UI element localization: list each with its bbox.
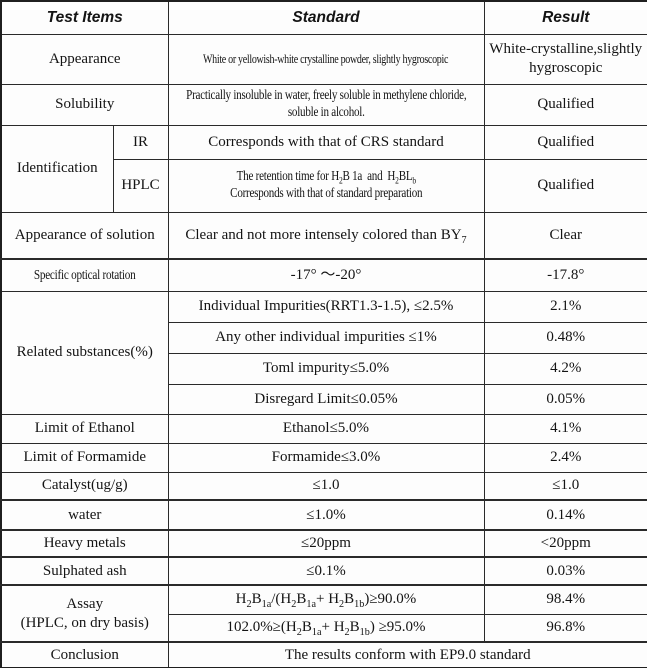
heavy-metals-standard: ≤20ppm bbox=[167, 529, 485, 558]
related-substances-4-standard: Disregard Limit≤0.05% bbox=[167, 383, 485, 415]
assay-2-result: 96.8% bbox=[483, 613, 647, 643]
appearance-of-solution-result: Clear bbox=[483, 211, 647, 260]
solubility-standard-text: Practically insoluble in water, freely s… bbox=[185, 87, 467, 120]
related-substances-2-result: 0.48% bbox=[483, 321, 647, 354]
water-standard: ≤1.0% bbox=[167, 499, 485, 531]
row-conclusion: Conclusion The results conform with EP9.… bbox=[0, 641, 647, 668]
solubility-item: Solubility bbox=[0, 83, 169, 126]
identification-hplc-standard-text: The retention time for H2B 1a and H2BLb C… bbox=[229, 168, 423, 201]
row-appearance: Appearance White or yellowish-white crys… bbox=[0, 33, 647, 85]
catalyst-standard: ≤1.0 bbox=[167, 471, 485, 501]
appearance-of-solution-standard: Clear and not more intensely colored tha… bbox=[167, 211, 485, 260]
row-identification-ir: Identification IR Corresponds with that … bbox=[0, 124, 647, 213]
assay-1-result: 98.4% bbox=[483, 584, 647, 615]
identification-ir-standard: Corresponds with that of CRS standard bbox=[167, 124, 485, 160]
appearance-of-solution-item: Appearance of solution bbox=[0, 211, 169, 260]
limit-of-formamide-item: Limit of Formamide bbox=[0, 442, 169, 473]
solubility-result: Qualified bbox=[483, 83, 647, 126]
row-related-substances-1: Related substances(%) Individual Impurit… bbox=[0, 290, 647, 415]
related-substances-3-result: 4.2% bbox=[483, 352, 647, 385]
limit-of-ethanol-item: Limit of Ethanol bbox=[0, 413, 169, 444]
appearance-standard-text: White or yellowish-white crystalline pow… bbox=[203, 50, 449, 66]
specific-optical-rotation-item: Specific optical rotation bbox=[0, 258, 169, 292]
assay-1-standard: H2B1a/(H2B1a+ H2B1b)≥90.0% bbox=[167, 584, 485, 615]
assay-item: Assay (HPLC, on dry basis) bbox=[0, 584, 169, 643]
related-substances-2-standard: Any other individual impurities ≤1% bbox=[167, 321, 485, 354]
water-item: water bbox=[0, 499, 169, 531]
header-test-items: Test Items bbox=[0, 0, 169, 35]
appearance-standard: White or yellowish-white crystalline pow… bbox=[167, 33, 485, 85]
conclusion-standard: The results conform with EP9.0 standard bbox=[167, 641, 647, 668]
sulphated-ash-result: 0.03% bbox=[483, 556, 647, 586]
row-heavy-metals: Heavy metals ≤20ppm <20ppm bbox=[0, 529, 647, 558]
catalyst-item: Catalyst(ug/g) bbox=[0, 471, 169, 501]
identification-hplc-label: HPLC bbox=[112, 158, 169, 213]
identification-ir-label: IR bbox=[112, 124, 169, 160]
related-substances-4-result: 0.05% bbox=[483, 383, 647, 415]
assay-2-standard: 102.0%≥(H2B1a+ H2B1b) ≥95.0% bbox=[167, 613, 485, 643]
heavy-metals-item: Heavy metals bbox=[0, 529, 169, 558]
limit-of-formamide-result: 2.4% bbox=[483, 442, 647, 473]
specific-optical-rotation-item-text: Specific optical rotation bbox=[33, 267, 136, 283]
row-specific-optical-rotation: Specific optical rotation -17° ～-20° -17… bbox=[0, 258, 647, 292]
identification-hplc-result: Qualified bbox=[483, 158, 647, 213]
limit-of-ethanol-standard: Ethanol≤5.0% bbox=[167, 413, 485, 444]
table-header-row: Test Items Standard Result bbox=[0, 0, 647, 35]
row-assay-2: 102.0%≥(H2B1a+ H2B1b) ≥95.0% 96.8% bbox=[1, 613, 647, 643]
sulphated-ash-item: Sulphated ash bbox=[0, 556, 169, 586]
row-catalyst: Catalyst(ug/g) ≤1.0 ≤1.0 bbox=[0, 471, 647, 501]
identification-hplc-standard: The retention time for H2B 1a and H2BLb C… bbox=[167, 158, 485, 213]
row-limit-of-ethanol: Limit of Ethanol Ethanol≤5.0% 4.1% bbox=[0, 413, 647, 444]
row-limit-of-formamide: Limit of Formamide Formamide≤3.0% 2.4% bbox=[0, 442, 647, 473]
appearance-result: White-crystalline,slightly hygroscopic bbox=[483, 33, 647, 85]
water-result: 0.14% bbox=[483, 499, 647, 531]
row-identification-hplc: HPLC The retention time for H2B 1a and H… bbox=[1, 158, 647, 213]
conclusion-item: Conclusion bbox=[0, 641, 169, 668]
header-result: Result bbox=[483, 0, 647, 35]
identification-item: Identification bbox=[0, 124, 114, 213]
appearance-item: Appearance bbox=[0, 33, 169, 85]
row-solubility: Solubility Practically insoluble in wate… bbox=[0, 83, 647, 126]
limit-of-ethanol-result: 4.1% bbox=[483, 413, 647, 444]
solubility-standard: Practically insoluble in water, freely s… bbox=[167, 83, 485, 126]
row-related-substances-4: Disregard Limit≤0.05% 0.05% bbox=[1, 383, 647, 415]
related-substances-1-result: 2.1% bbox=[483, 290, 647, 323]
related-substances-1-standard: Individual Impurities(RRT1.3-1.5), ≤2.5% bbox=[167, 290, 485, 323]
specific-optical-rotation-result: -17.8° bbox=[483, 258, 647, 292]
row-assay-1: Assay (HPLC, on dry basis) H2B1a/(H2B1a+ … bbox=[0, 584, 647, 643]
catalyst-result: ≤1.0 bbox=[483, 471, 647, 501]
row-appearance-of-solution: Appearance of solution Clear and not mor… bbox=[0, 211, 647, 260]
specific-optical-rotation-standard: -17° ～-20° bbox=[167, 258, 485, 292]
related-substances-item: Related substances(%) bbox=[0, 290, 169, 415]
sulphated-ash-standard: ≤0.1% bbox=[167, 556, 485, 586]
row-sulphated-ash: Sulphated ash ≤0.1% 0.03% bbox=[0, 556, 647, 586]
identification-ir-result: Qualified bbox=[483, 124, 647, 160]
limit-of-formamide-standard: Formamide≤3.0% bbox=[167, 442, 485, 473]
related-substances-3-standard: Toml impurity≤5.0% bbox=[167, 352, 485, 385]
row-related-substances-3: Toml impurity≤5.0% 4.2% bbox=[1, 352, 647, 385]
heavy-metals-result: <20ppm bbox=[483, 529, 647, 558]
row-water: water ≤1.0% 0.14% bbox=[0, 499, 647, 531]
header-standard: Standard bbox=[167, 0, 485, 35]
